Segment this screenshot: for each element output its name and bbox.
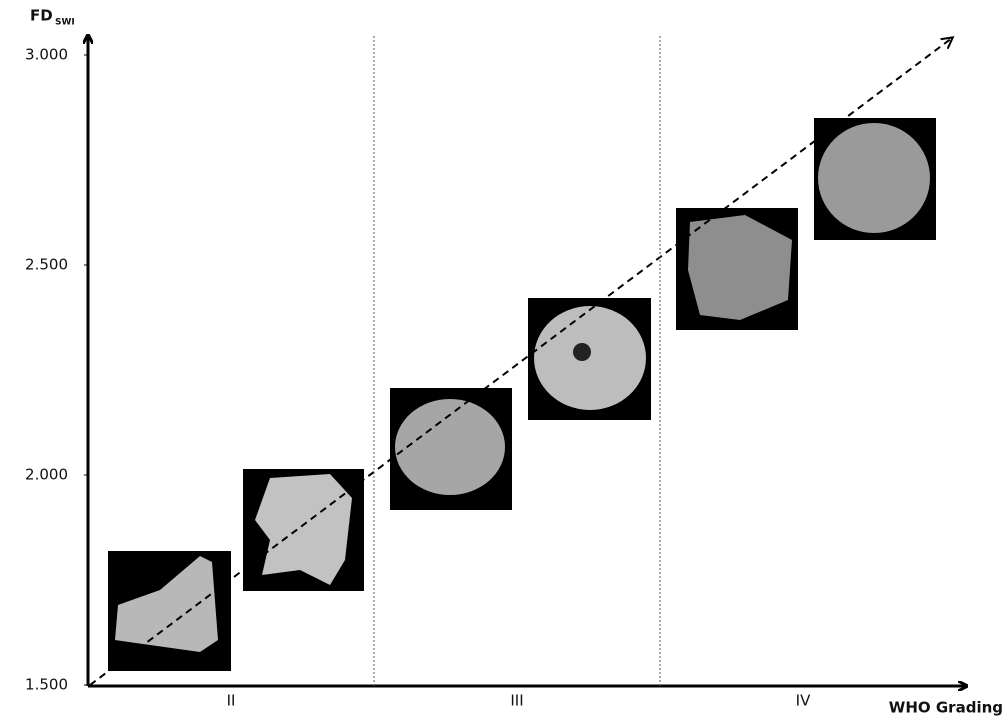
x-tick-label: II <box>227 692 236 710</box>
tumor-images <box>108 118 936 671</box>
trend-line <box>90 38 952 685</box>
y-tick-label: 2.000 <box>25 466 68 484</box>
tumor-image <box>390 388 512 510</box>
y-tick-label: 2.500 <box>25 256 68 274</box>
tumor-image <box>108 551 231 671</box>
tumor-image <box>814 118 936 240</box>
y-tick-label: 3.000 <box>25 46 68 64</box>
y-axis-label: FD <box>30 7 53 25</box>
tumor-image <box>243 469 364 591</box>
x-tick-label: III <box>510 692 523 710</box>
x-tick-label: IV <box>796 692 811 710</box>
y-tick-label: 1.500 <box>25 676 68 694</box>
chart: FD SWI WHO Grading 1.500 2.000 2.500 3.000 I… <box>0 0 1005 716</box>
x-axis-label: WHO Grading <box>889 699 1003 716</box>
y-axis-label-sub: SWI <box>55 18 75 28</box>
tumor-image <box>676 208 798 330</box>
tumor-image <box>528 298 651 420</box>
